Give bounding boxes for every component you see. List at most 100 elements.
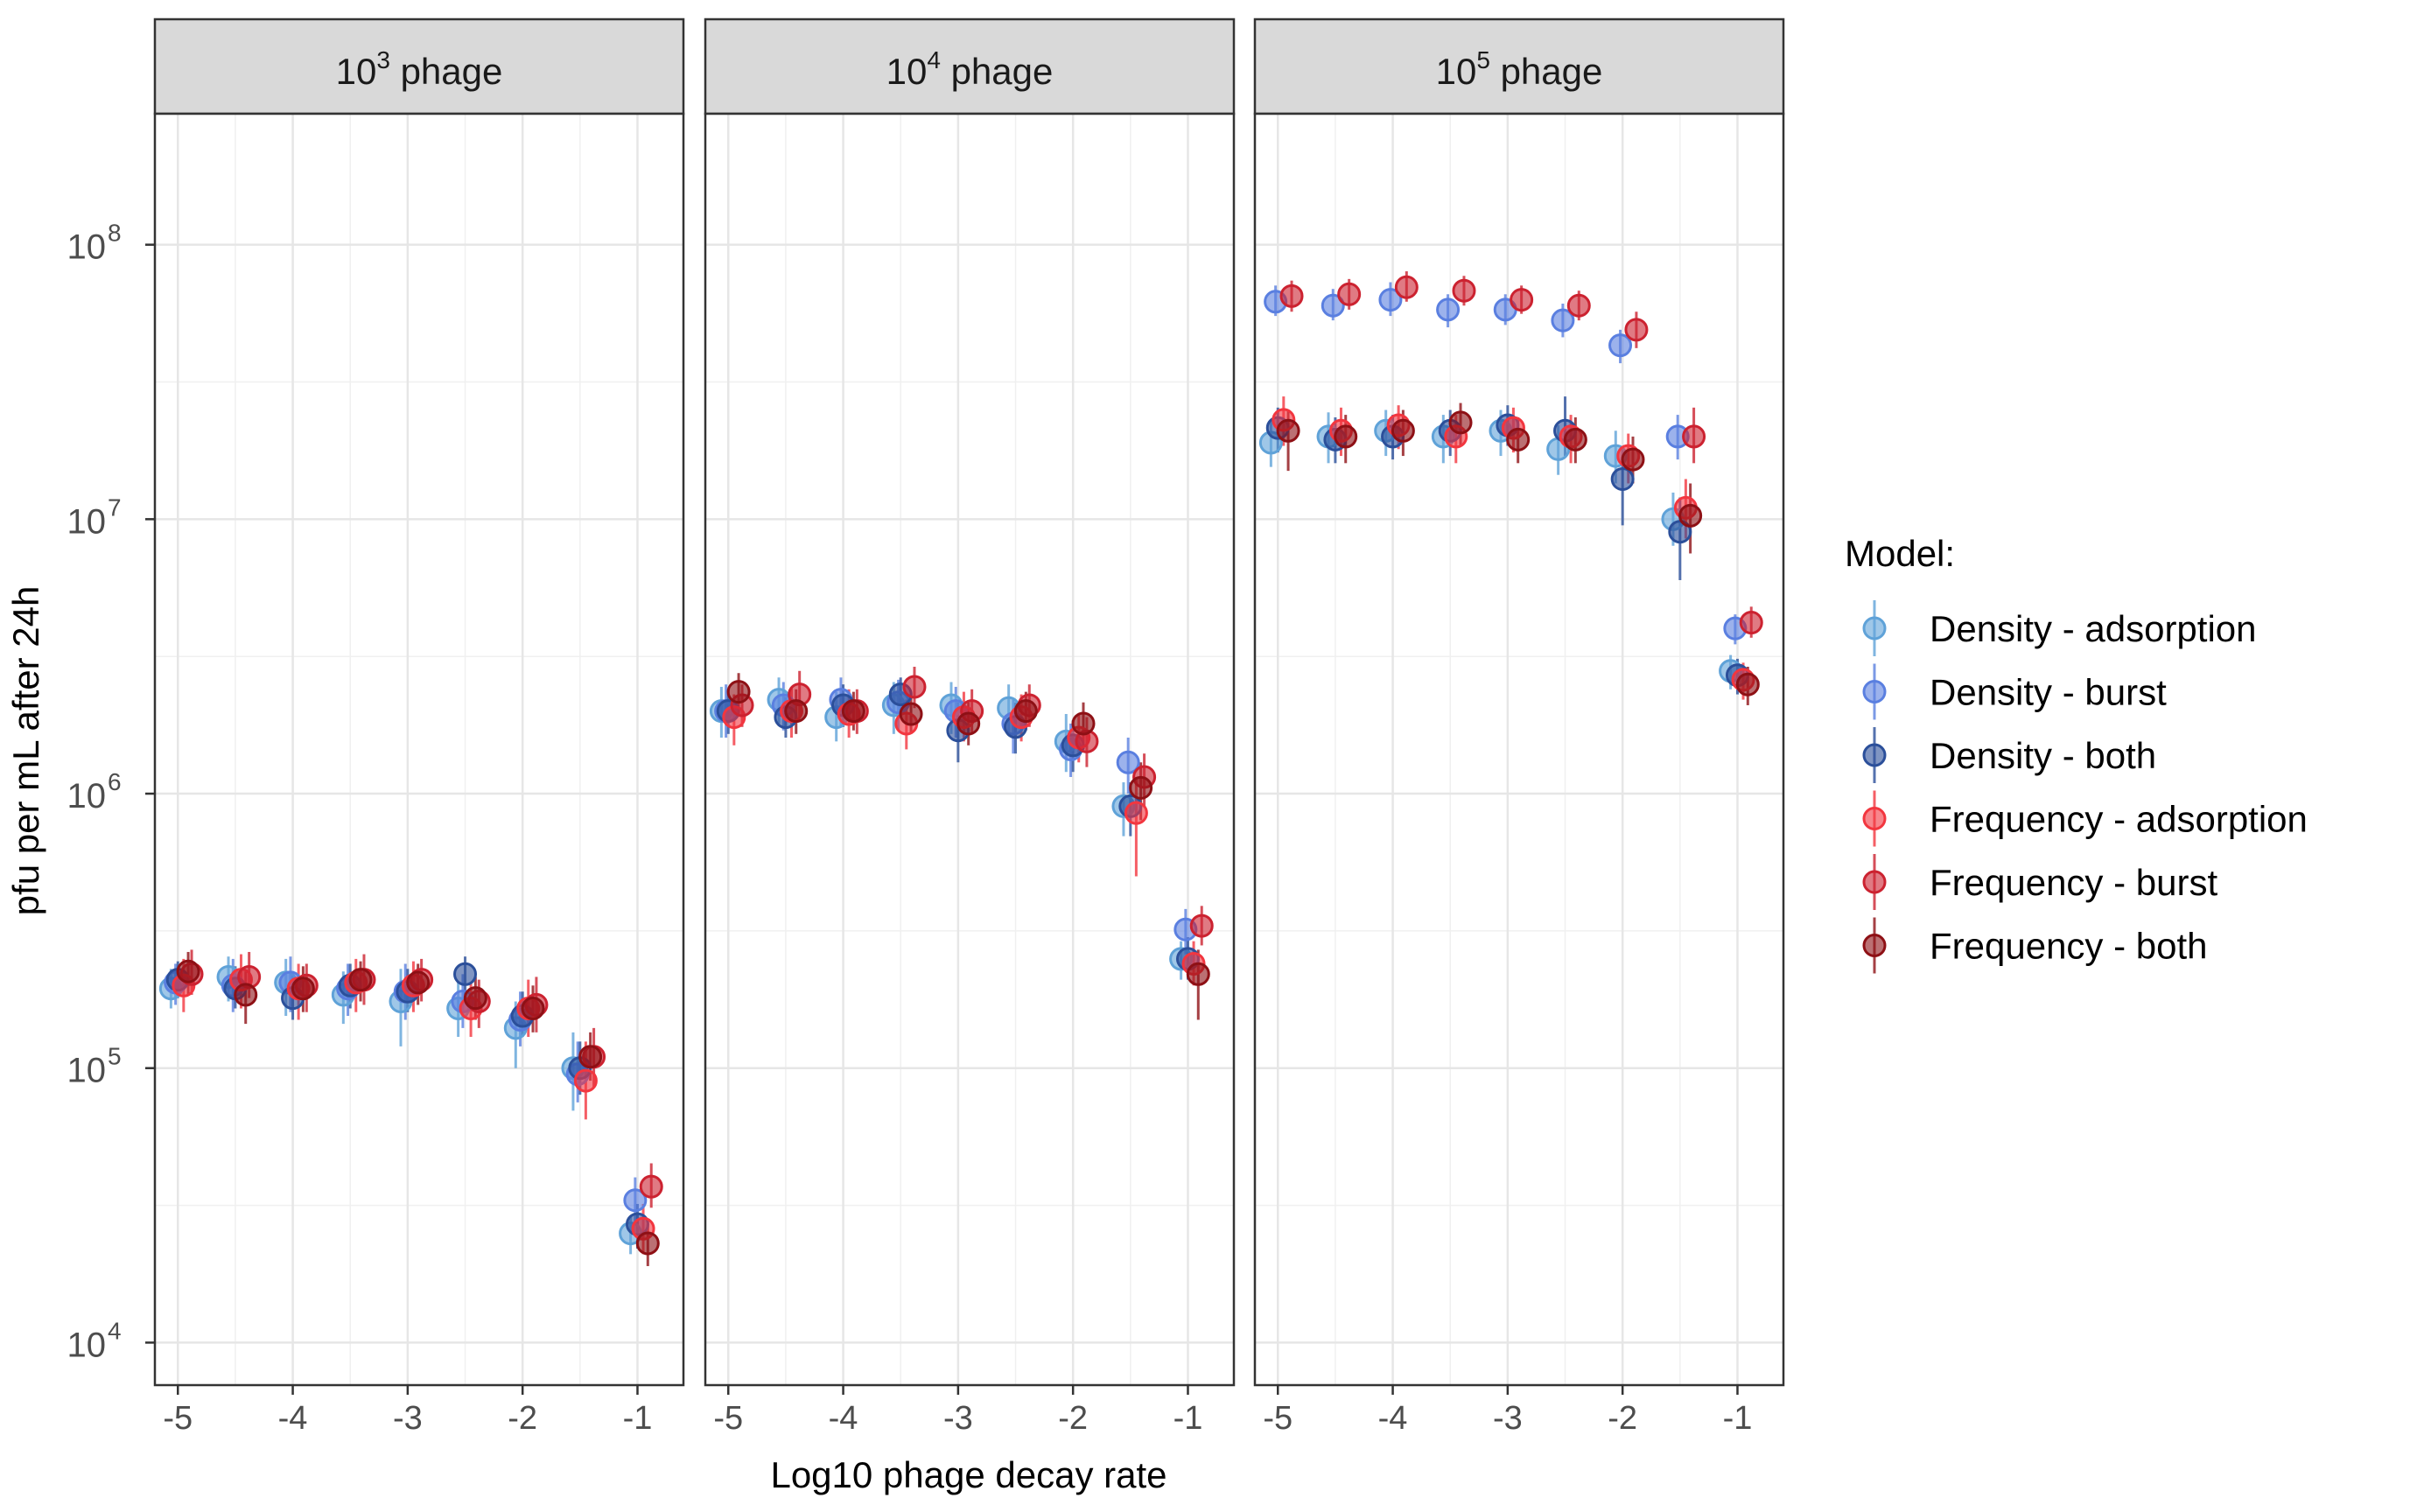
data-point bbox=[1566, 293, 1591, 318]
data-point bbox=[234, 983, 258, 1007]
data-point bbox=[1563, 427, 1587, 452]
data-point bbox=[1391, 418, 1415, 443]
x-tick-label: -2 bbox=[508, 1400, 537, 1437]
strip-exponent: 4 bbox=[927, 46, 941, 74]
data-point bbox=[348, 968, 373, 992]
x-tick-label: -5 bbox=[1263, 1400, 1293, 1437]
legend-key-point bbox=[1862, 616, 1887, 640]
x-axis-title: Log10 phage decay rate bbox=[770, 1454, 1166, 1495]
panel-background bbox=[155, 114, 683, 1385]
x-tick-label: -3 bbox=[943, 1400, 973, 1437]
data-point bbox=[899, 702, 923, 726]
data-point bbox=[635, 1231, 660, 1256]
strip-base: 10 bbox=[336, 51, 377, 92]
y-tick-exponent: 6 bbox=[108, 768, 122, 795]
y-tick-exponent: 8 bbox=[108, 220, 122, 247]
y-tick-exponent: 7 bbox=[108, 494, 122, 521]
data-point bbox=[1551, 308, 1575, 332]
y-tick-label: 10 bbox=[67, 502, 107, 541]
data-point bbox=[1071, 711, 1096, 736]
data-point bbox=[902, 675, 927, 699]
data-point bbox=[1189, 914, 1214, 938]
strip-base: 10 bbox=[886, 51, 928, 92]
legend-key-point bbox=[1862, 870, 1887, 894]
strip-exponent: 3 bbox=[376, 46, 390, 74]
legend-item: Frequency - adsorption bbox=[1862, 790, 2308, 847]
facet-panel: 105 phage -5 -4 -3 -2 -1 bbox=[1253, 18, 1785, 1437]
x-tick-label: -4 bbox=[829, 1400, 858, 1437]
data-point bbox=[1378, 288, 1403, 312]
x-tick-label: -4 bbox=[1378, 1400, 1408, 1437]
legend-key-point bbox=[1862, 934, 1887, 957]
panel-background bbox=[1255, 114, 1783, 1385]
legend-key-point bbox=[1862, 743, 1887, 767]
legend-item: Frequency - both bbox=[1862, 917, 2208, 974]
x-tick-label: -5 bbox=[163, 1400, 193, 1437]
legend-label: Frequency - burst bbox=[1930, 862, 2217, 903]
facet-strip-label: 104 phage bbox=[886, 46, 1054, 92]
data-point bbox=[1621, 447, 1645, 472]
data-point bbox=[406, 970, 431, 995]
legend-item: Frequency - burst bbox=[1862, 854, 2217, 910]
panel-background bbox=[705, 114, 1234, 1385]
x-tick-label: -3 bbox=[393, 1400, 423, 1437]
panel-data bbox=[709, 666, 1214, 1020]
data-point bbox=[956, 711, 981, 736]
x-tick-label: -5 bbox=[713, 1400, 743, 1437]
data-point bbox=[1739, 611, 1763, 635]
legend-item: Density - adsorption bbox=[1862, 600, 2257, 656]
panel-data bbox=[1258, 271, 1763, 705]
facet-panel: 104 phage -5 -4 -3 -2 -1 bbox=[704, 18, 1236, 1437]
x-tick-label: -3 bbox=[1493, 1400, 1523, 1437]
strip-base: 10 bbox=[1436, 51, 1477, 92]
legend-key-point bbox=[1862, 807, 1887, 830]
strip-text: phage bbox=[941, 51, 1053, 92]
data-point bbox=[578, 1045, 603, 1069]
y-tick-label: 10 bbox=[67, 1052, 107, 1090]
data-point bbox=[623, 1188, 648, 1213]
data-point bbox=[1116, 750, 1140, 774]
legend-title: Model: bbox=[1845, 533, 1955, 574]
facet-strip-label: 105 phage bbox=[1436, 46, 1603, 92]
facet-strip-label: 103 phage bbox=[336, 46, 503, 92]
data-point bbox=[291, 976, 315, 1001]
x-tick-label: -2 bbox=[1058, 1400, 1088, 1437]
data-point bbox=[1436, 298, 1461, 322]
data-point bbox=[1186, 962, 1210, 986]
data-point bbox=[1510, 288, 1534, 312]
legend-label: Density - burst bbox=[1930, 672, 2167, 713]
data-point bbox=[1394, 275, 1419, 299]
data-point bbox=[1013, 699, 1038, 724]
legend-label: Frequency - both bbox=[1930, 926, 2208, 967]
data-point bbox=[1337, 282, 1362, 306]
legend-label: Density - both bbox=[1930, 735, 2156, 776]
data-point bbox=[463, 986, 487, 1011]
data-point bbox=[1506, 427, 1531, 452]
y-axis-title: pfu per mL after 24h bbox=[5, 586, 46, 916]
y-tick-label: 10 bbox=[67, 777, 107, 816]
panel-border bbox=[1253, 112, 1785, 1387]
legend: Model: Density - adsorption Density - bur… bbox=[1845, 533, 2308, 974]
data-point bbox=[726, 680, 751, 704]
data-point bbox=[1334, 424, 1358, 449]
data-point bbox=[784, 699, 809, 724]
data-point bbox=[1682, 424, 1706, 449]
data-point bbox=[573, 1068, 598, 1093]
data-point bbox=[453, 962, 478, 986]
x-tick-label: -4 bbox=[278, 1400, 308, 1437]
x-tick-label: -1 bbox=[1173, 1400, 1203, 1437]
data-point bbox=[176, 959, 200, 984]
data-point bbox=[639, 1174, 663, 1199]
panel-data bbox=[158, 949, 663, 1266]
data-point bbox=[841, 699, 865, 724]
panel-border bbox=[704, 112, 1236, 1387]
strip-text: phage bbox=[390, 51, 502, 92]
legend-item: Density - both bbox=[1862, 727, 2156, 783]
data-point bbox=[1279, 284, 1304, 308]
data-point bbox=[1608, 333, 1633, 358]
panel-border bbox=[153, 112, 685, 1387]
facet-panel: 103 phage -5 -4 -3 -2 -1 bbox=[153, 18, 685, 1437]
data-point bbox=[1735, 672, 1760, 696]
